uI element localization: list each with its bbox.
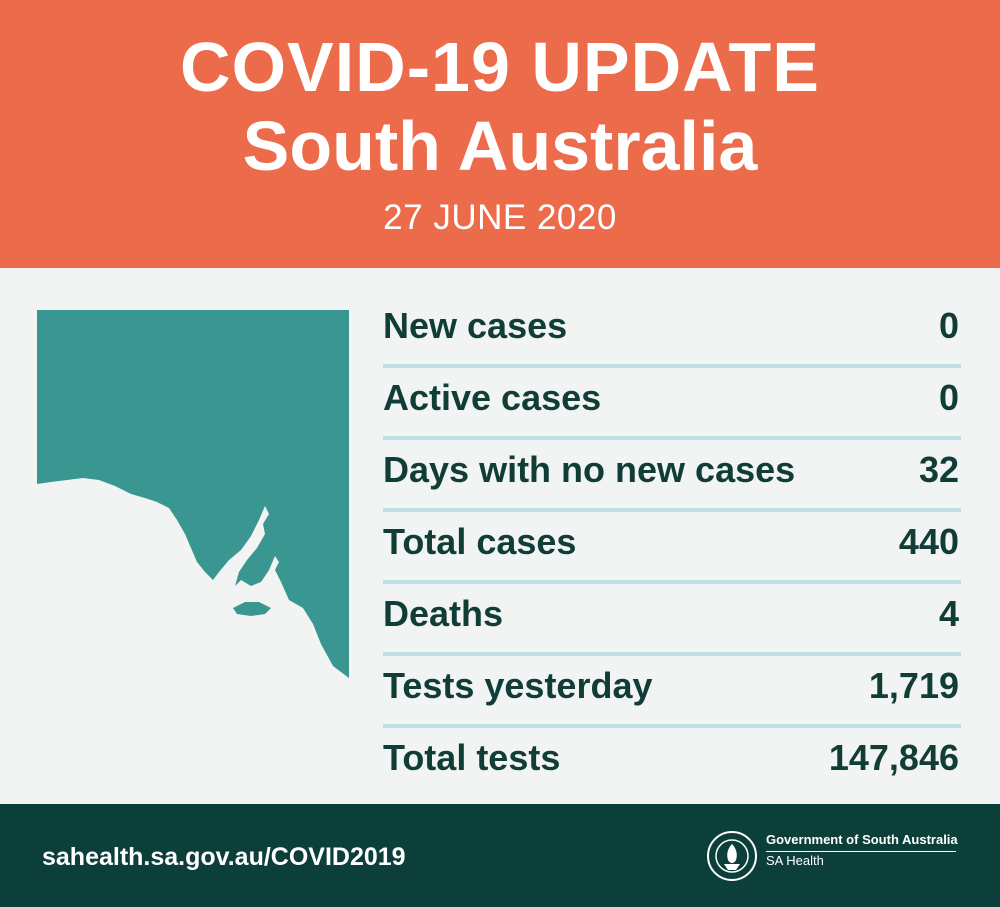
stat-value: 440 bbox=[898, 521, 959, 562]
row-divider bbox=[383, 652, 961, 656]
government-label: Government of South Australia bbox=[766, 832, 958, 847]
stat-label: Total tests bbox=[383, 737, 561, 778]
footer-divider bbox=[766, 851, 956, 852]
row-divider bbox=[383, 580, 961, 584]
stat-label: Total cases bbox=[383, 521, 577, 562]
page-title: COVID-19 UPDATE bbox=[180, 28, 820, 106]
header-banner: COVID-19 UPDATE South Australia 27 JUNE … bbox=[0, 0, 1000, 268]
website-link[interactable]: sahealth.sa.gov.au/COVID2019 bbox=[42, 843, 406, 871]
stat-value: 32 bbox=[918, 449, 959, 490]
row-divider bbox=[383, 364, 961, 368]
sa-government-seal-icon bbox=[707, 831, 757, 881]
row-divider bbox=[383, 508, 961, 512]
page-subtitle: South Australia bbox=[242, 107, 758, 185]
update-date: 27 JUNE 2020 bbox=[383, 198, 617, 237]
stat-value: 1,719 bbox=[868, 665, 959, 706]
stat-value: 0 bbox=[938, 305, 959, 346]
department-label: SA Health bbox=[766, 853, 824, 868]
stat-label: Deaths bbox=[383, 593, 504, 634]
stat-label: New cases bbox=[383, 305, 568, 346]
stat-row-new-cases: New cases 0 bbox=[383, 296, 961, 368]
stat-label: Active cases bbox=[383, 377, 602, 418]
stat-row-deaths: Deaths 4 bbox=[383, 584, 961, 656]
stat-label: Tests yesterday bbox=[383, 665, 653, 706]
stat-row-active-cases: Active cases 0 bbox=[383, 368, 961, 440]
stats-table: New cases 0 Active cases 0 Days with no … bbox=[383, 296, 961, 800]
stat-value: 4 bbox=[938, 593, 959, 634]
stat-row-total-tests: Total tests 147,846 bbox=[383, 728, 961, 800]
stat-value: 0 bbox=[938, 377, 959, 418]
stat-row-tests-yesterday: Tests yesterday 1,719 bbox=[383, 656, 961, 728]
stat-value: 147,846 bbox=[828, 737, 959, 778]
south-australia-map-icon bbox=[37, 310, 349, 678]
stat-row-days-no-new-cases: Days with no new cases 32 bbox=[383, 440, 961, 512]
stat-row-total-cases: Total cases 440 bbox=[383, 512, 961, 584]
footer-bar: sahealth.sa.gov.au/COVID2019 Government … bbox=[0, 804, 1000, 907]
row-divider bbox=[383, 724, 961, 728]
stat-label: Days with no new cases bbox=[383, 449, 796, 490]
row-divider bbox=[383, 436, 961, 440]
